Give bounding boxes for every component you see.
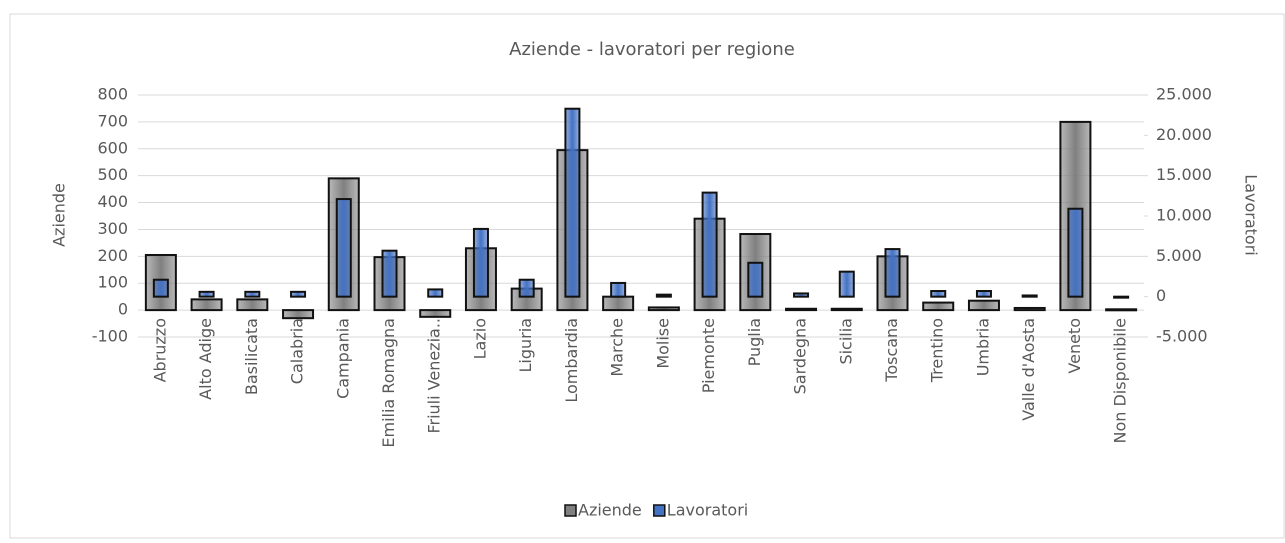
bar [282,309,315,320]
y-axis-title: Aziende [50,183,69,247]
y-tick-label: 400 [97,192,128,211]
y2-tick-label: 0 [1156,286,1166,305]
bar [655,293,672,298]
x-tick-label: Piemonte [699,318,718,393]
y-tick-label: 600 [97,138,128,157]
bar [793,292,810,298]
bar [144,253,177,312]
x-tick-label: Lombardia [562,318,581,403]
y-tick-label: 700 [97,111,128,130]
bar [785,307,818,312]
x-tick-label: Valle d'Aosta [1019,318,1038,421]
y-tick-label: 800 [97,85,128,104]
legend-label: Aziende [578,501,642,520]
bar [838,270,855,298]
chart-title: Aziende - lavoratori per regione [509,39,795,60]
bar [1067,207,1084,298]
bar [190,298,223,312]
x-tick-label: Friuli Venezia.. [425,318,444,434]
bar [967,299,1000,312]
x-tick-label: Non Disponibile [1111,318,1130,444]
legend-swatch [653,504,666,517]
y-tick-label: 0 [118,300,128,319]
x-tick-label: Molise [653,318,672,369]
bar [975,290,992,298]
y-tick-label: -100 [92,327,128,346]
bar [564,107,581,298]
bar [1021,294,1038,298]
y2-tick-label: 5.000 [1156,246,1202,265]
x-tick-label: Liguria [516,318,535,372]
x-tick-label: Trentino [928,318,947,383]
bar [198,290,215,298]
bar [244,290,261,298]
y-tick-label: 300 [97,219,128,238]
bar [701,191,718,298]
bar [602,295,635,312]
bar [518,278,535,298]
x-tick-label: Umbria [973,318,992,376]
x-tick-label: Sicilia [836,318,855,365]
bar [152,278,169,298]
x-tick-label: Toscana [882,318,901,383]
x-tick-label: Veneto [1065,318,1084,374]
bar [236,298,269,312]
y-tick-label: 500 [97,165,128,184]
legend-swatch [564,504,577,517]
bar [930,290,947,298]
bar [381,249,398,298]
y2-tick-label: 15.000 [1156,165,1212,184]
x-tick-label: Marche [608,318,627,377]
y2-axis-title: Lavoratori [1242,174,1261,255]
x-tick-label: Puglia [745,318,764,366]
bar [1013,306,1046,312]
bar [335,198,352,298]
y2-tick-label: 10.000 [1156,206,1212,225]
x-tick-label: Emilia Romagna [379,318,398,448]
legend-label: Lavoratori [667,501,748,520]
bar [472,227,489,298]
y-tick-label: 100 [97,273,128,292]
bar [1113,295,1130,299]
bar [427,288,444,298]
bar [647,306,680,312]
bar [922,301,955,312]
x-tick-label: Basilicata [242,318,261,395]
y2-tick-label: -5.000 [1156,327,1208,346]
x-tick-label: Calabria [288,318,307,384]
bar [747,261,764,298]
bar [1105,308,1138,312]
chart-frame [9,13,1285,539]
x-tick-label: Campania [333,318,352,399]
y2-tick-label: 20.000 [1156,125,1212,144]
x-tick-label: Lazio [470,318,489,359]
bar [419,309,452,318]
x-tick-label: Alto Adige [196,318,215,400]
x-tick-label: Sardegna [791,318,810,394]
x-tick-label: Abruzzo [150,318,169,382]
y-tick-label: 200 [97,246,128,265]
bar [610,281,627,298]
bar [290,290,307,298]
bar [884,248,901,298]
bar [830,307,863,312]
y2-tick-label: 25.000 [1156,85,1212,104]
